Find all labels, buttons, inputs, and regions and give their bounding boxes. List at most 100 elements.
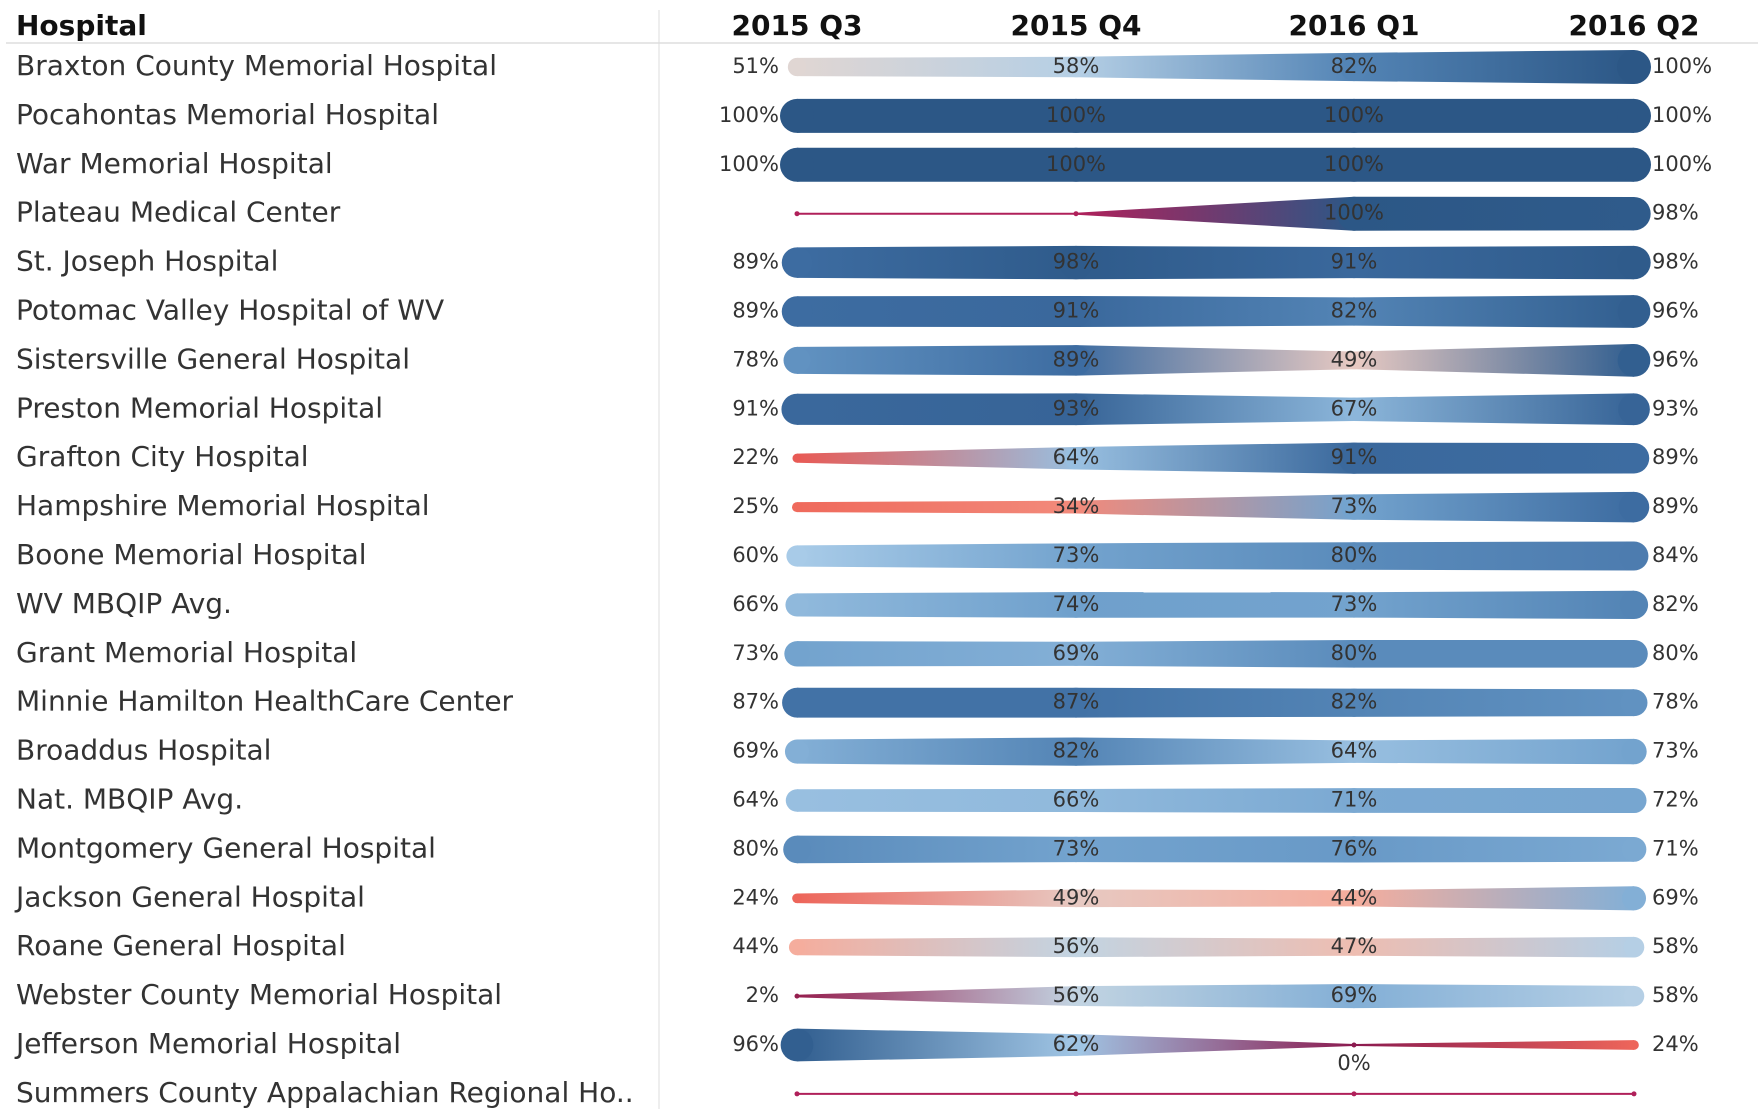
point [785,593,809,617]
point [1059,147,1093,182]
segment [1354,541,1634,571]
value-label: 82% [1053,739,1100,763]
value-label: 82% [1652,592,1699,616]
column-header: 2015 Q4 [1011,9,1142,42]
value-label: 100% [1652,152,1712,176]
hospital-name: Broaddus Hospital [16,734,271,767]
point [1064,788,1088,813]
segment [1354,147,1634,182]
segment [1354,98,1634,133]
segment [797,592,1076,618]
value-label: 87% [732,690,779,714]
point [794,993,800,999]
point [1341,592,1367,618]
value-label: 69% [1053,641,1100,665]
value-label: 22% [732,445,779,469]
point [1617,98,1651,133]
segment [797,889,1076,908]
segment [797,98,1076,133]
point [1063,641,1089,666]
column-header: 2015 Q3 [732,9,863,42]
point [781,393,813,425]
segment [1076,52,1354,82]
point [780,98,814,133]
point [1621,886,1647,911]
segment [1354,50,1634,84]
value-label: 56% [1053,934,1100,958]
segment [797,641,1076,667]
point [794,1091,800,1097]
row: Jefferson Memorial Hospital 96% 62% 0% 24% [14,1027,1699,1075]
segment [1076,295,1354,328]
segment [797,986,1076,1007]
point [784,739,810,764]
segment [1076,937,1354,958]
point [1059,245,1093,280]
value-label: 100% [1324,201,1384,225]
value-label: 60% [732,543,779,567]
hospital-name: Boone Memorial Hospital [16,538,367,571]
segment [1076,442,1354,474]
segment [797,245,1076,280]
point [1619,590,1649,620]
point [792,502,802,513]
segment [1076,640,1354,668]
segment [797,687,1076,718]
value-label: 82% [1331,299,1378,323]
value-label: 80% [732,836,779,860]
hospital-name: St. Joseph Hospital [16,245,278,278]
segment [1076,1092,1354,1095]
value-label: 82% [1331,690,1378,714]
hospital-name: Jefferson Memorial Hospital [14,1027,401,1060]
value-label: 69% [1331,983,1378,1007]
point [1063,592,1089,618]
point [1339,297,1369,326]
value-label: 100% [1652,54,1712,78]
segment [797,835,1076,864]
value-label: 73% [1053,836,1100,860]
segment [1354,1040,1634,1050]
value-label: 66% [1053,788,1100,812]
point [786,545,808,567]
point [781,247,813,278]
point [1065,56,1087,78]
value-label: 74% [1053,592,1100,616]
value-label: 96% [1652,347,1699,371]
segment [797,1092,1076,1095]
point [1351,1091,1357,1097]
segment [1354,245,1634,280]
column-header: 2016 Q1 [1289,9,1420,42]
segment [1076,542,1354,570]
hospital-name: War Memorial Hospital [16,147,333,180]
value-label: 73% [1331,494,1378,518]
point [1621,787,1647,814]
segment [1076,788,1354,813]
value-label: 51% [732,54,779,78]
point [1621,837,1647,862]
row: War Memorial Hospital 100% 100% 100% 100% [16,147,1712,182]
point [1629,1040,1639,1050]
point [1341,788,1367,813]
point [1623,985,1645,1007]
row: Grant Memorial Hospital 73% 69% 80% 80% [16,636,1699,669]
segment [797,393,1076,426]
point [1338,442,1370,474]
value-label: 89% [732,299,779,323]
hospital-name: Summers County Appalachian Regional Ho.. [16,1076,634,1109]
value-label: 73% [1331,592,1378,616]
segment [1076,592,1354,618]
point [1063,836,1089,863]
value-label: 91% [732,396,779,420]
point [1061,687,1091,718]
point [783,835,811,864]
value-label: 80% [1652,641,1699,665]
point [788,939,806,956]
point [1617,147,1651,182]
hospital-name: Minnie Hamilton HealthCare Center [16,685,514,718]
value-label: 73% [732,641,779,665]
segment [797,937,1076,958]
value-label: 47% [1331,934,1378,958]
segment [1354,442,1634,474]
value-label: 44% [1331,885,1378,909]
point [1340,542,1368,570]
